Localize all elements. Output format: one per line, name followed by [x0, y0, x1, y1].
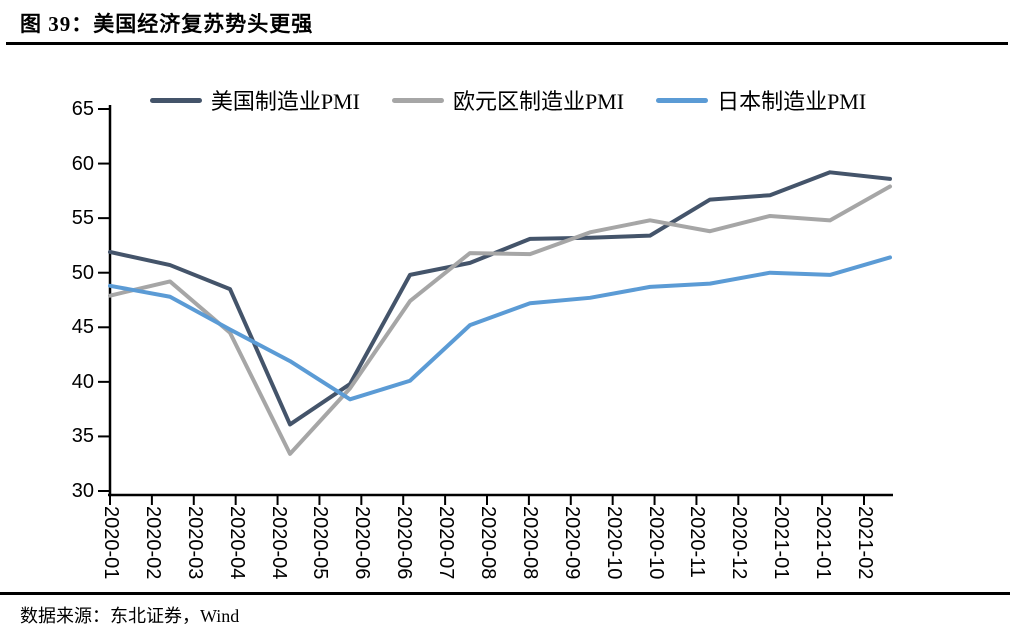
legend-item-eurozone: 欧元区制造业PMI — [391, 84, 625, 116]
chart-legend: 美国制造业PMI 欧元区制造业PMI 日本制造业PMI — [0, 84, 1016, 116]
y-axis-tick-label: 40 — [71, 370, 94, 393]
x-axis-tick-label: 2021-01 — [812, 506, 835, 580]
x-axis-tick-label: 2020-02 — [141, 506, 164, 580]
series-line-1 — [108, 184, 892, 456]
data-source-note: 数据来源：东北证券，Wind — [20, 606, 240, 626]
footer-divider — [0, 592, 1010, 595]
x-axis-tick-label: 2020-04 — [225, 506, 248, 580]
x-axis-tick-label: 2020-07 — [435, 506, 458, 580]
us-line-swatch-icon — [149, 97, 202, 103]
x-axis-tick-label: 2020-10 — [602, 506, 625, 580]
series-line-0 — [108, 170, 892, 427]
x-axis-tick-label: 2020-10 — [644, 506, 667, 580]
figure-title: 图 39：美国经济复苏势头更强 — [20, 12, 314, 36]
legend-item-japan: 日本制造业PMI — [656, 84, 866, 116]
y-axis-tick-label: 45 — [71, 316, 94, 339]
y-axis-tick-label: 50 — [71, 261, 94, 284]
x-axis-tick-label: 2020-06 — [393, 506, 416, 580]
x-axis-tick-label: 2021-01 — [770, 506, 793, 580]
x-axis-tick-label: 2020-03 — [183, 506, 206, 580]
legend-label-japan: 日本制造业PMI — [717, 89, 867, 114]
legend-label-us: 美国制造业PMI — [210, 89, 360, 114]
y-axis-tick-label: 55 — [71, 207, 94, 230]
x-axis-tick-label: 2020-01 — [100, 506, 122, 580]
x-axis-tick-label: 2020-04 — [267, 506, 290, 580]
y-axis-tick-label: 35 — [71, 425, 94, 448]
y-axis-tick-label: 65 — [71, 98, 94, 120]
x-axis-tick-label: 2020-09 — [560, 506, 583, 580]
x-axis-tick-label: 2020-05 — [309, 506, 332, 580]
y-axis-tick-label: 30 — [71, 480, 94, 502]
x-axis-tick-label: 2020-12 — [728, 506, 751, 580]
x-axis-tick-label: 2021-02 — [854, 506, 876, 580]
x-axis-tick-label: 2020-08 — [477, 506, 499, 580]
y-axis-tick-label: 60 — [71, 152, 94, 175]
legend-item-us: 美国制造业PMI — [149, 84, 360, 116]
x-axis-tick-label: 2020-06 — [351, 506, 374, 580]
legend-label-eurozone: 欧元区制造业PMI — [452, 89, 625, 114]
x-axis-tick-label: 2020-08 — [518, 506, 541, 580]
x-axis-tick-label: 2020-11 — [686, 506, 709, 578]
japan-line-swatch-icon — [656, 97, 709, 103]
title-divider — [6, 42, 1008, 45]
eurozone-line-swatch-icon — [391, 97, 444, 103]
series-line-2 — [108, 255, 892, 402]
